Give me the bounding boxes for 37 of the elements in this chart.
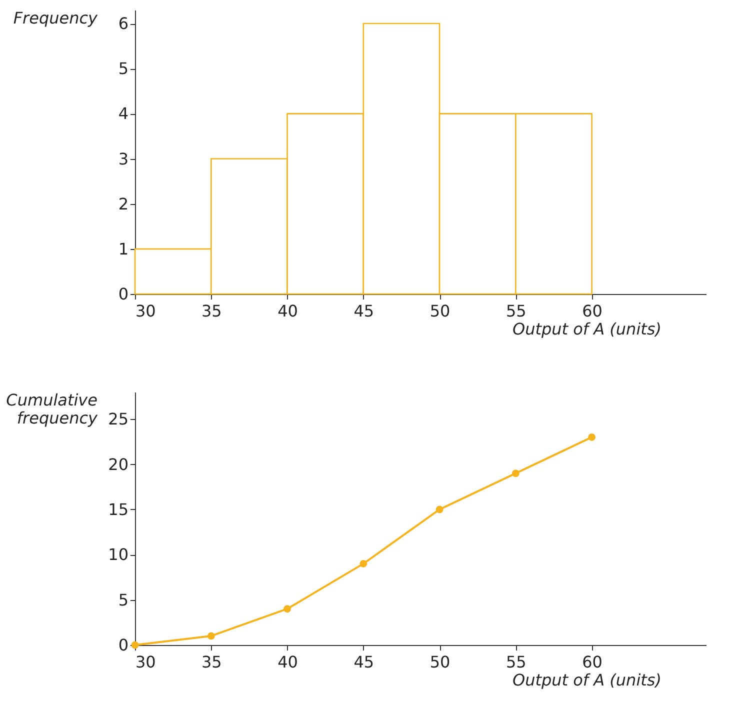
point [588, 433, 596, 441]
y-tick-label: 2 [118, 194, 128, 214]
y-tick-label: 5 [118, 59, 128, 78]
x-tick-label: 45 [354, 652, 374, 672]
x-tick-label: 40 [278, 302, 298, 320]
y-axis-title: Frequency [13, 8, 98, 28]
point [207, 632, 215, 640]
x-axis-title: Output of A (units) [512, 670, 662, 690]
y-tick-label: 4 [118, 104, 128, 124]
y-tick-label: 0 [118, 284, 128, 304]
x-tick-label: 30 [136, 652, 156, 672]
point [284, 605, 291, 613]
x-tick-label: 60 [582, 652, 602, 672]
y-axis-title: Cumulative frequency [6, 390, 98, 428]
y-tick-label: 25 [108, 410, 128, 429]
y-tick-label: 5 [118, 590, 128, 610]
x-tick-label: 50 [430, 302, 450, 320]
y-tick-label: 6 [118, 14, 128, 34]
x-tick-label: 35 [201, 302, 222, 320]
x-tick-label: 40 [278, 652, 298, 672]
point [436, 506, 444, 514]
y-tick-label: 3 [118, 149, 128, 168]
x-tick-label: 35 [201, 652, 222, 672]
x-tick-label: 50 [430, 652, 450, 672]
x-tick-label: 30 [136, 302, 156, 320]
point [360, 560, 368, 568]
point [512, 470, 520, 478]
x-tick-label: 55 [506, 302, 526, 320]
y-tick-label: 10 [108, 545, 128, 564]
y-tick-label: 0 [118, 636, 128, 654]
x-tick-label: 55 [506, 652, 526, 672]
x-tick-label: 45 [354, 302, 374, 320]
y-tick-label: 1 [118, 239, 128, 258]
x-tick-label: 60 [582, 302, 602, 320]
y-tick-label: 20 [108, 454, 128, 474]
y-tick-label: 15 [108, 500, 128, 519]
x-axis-title: Output of A (units) [512, 320, 662, 338]
